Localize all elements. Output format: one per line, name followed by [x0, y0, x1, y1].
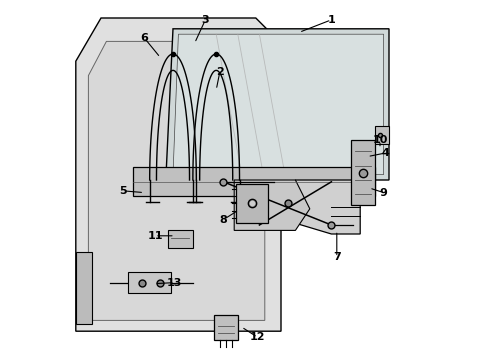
- Polygon shape: [351, 140, 374, 205]
- Text: 12: 12: [250, 332, 266, 342]
- Text: 11: 11: [147, 231, 163, 241]
- Text: 4: 4: [381, 148, 390, 158]
- Polygon shape: [76, 252, 92, 324]
- Polygon shape: [128, 272, 171, 293]
- Polygon shape: [133, 167, 374, 196]
- Polygon shape: [168, 230, 193, 248]
- Text: 8: 8: [220, 215, 227, 225]
- Text: 3: 3: [201, 15, 209, 25]
- Polygon shape: [374, 126, 389, 144]
- Text: 6: 6: [140, 33, 148, 43]
- Text: 5: 5: [119, 186, 126, 196]
- Text: 10: 10: [372, 135, 388, 145]
- Text: 9: 9: [380, 188, 388, 198]
- Polygon shape: [88, 41, 265, 320]
- Text: 2: 2: [216, 67, 223, 77]
- Text: 7: 7: [333, 252, 341, 262]
- Polygon shape: [234, 180, 310, 230]
- Polygon shape: [215, 315, 238, 340]
- Polygon shape: [173, 34, 384, 175]
- Polygon shape: [295, 180, 360, 234]
- Polygon shape: [76, 18, 281, 331]
- Polygon shape: [166, 29, 389, 180]
- Text: 1: 1: [327, 15, 335, 25]
- Polygon shape: [236, 184, 269, 223]
- Text: 13: 13: [167, 278, 182, 288]
